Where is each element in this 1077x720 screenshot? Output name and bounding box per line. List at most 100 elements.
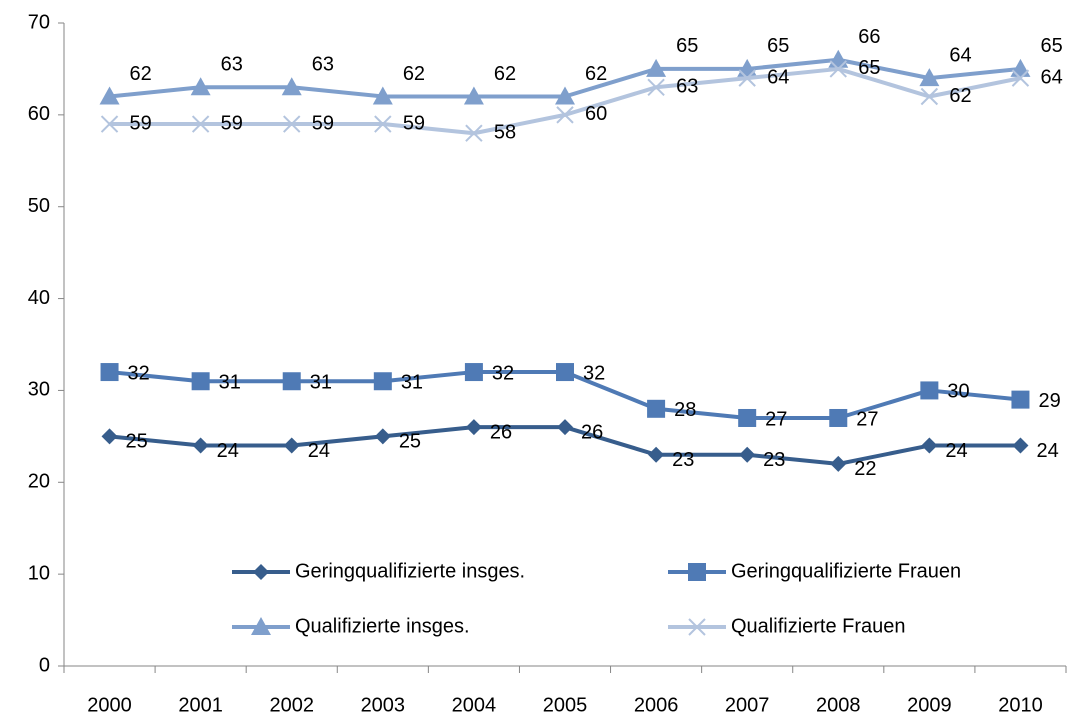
x-tick-label: 2006 [634, 694, 679, 716]
marker [282, 372, 301, 391]
data-label: 24 [308, 440, 330, 462]
legend-label: Qualifizierte Frauen [731, 615, 906, 637]
marker [464, 363, 483, 382]
marker [283, 437, 300, 454]
data-label: 65 [1040, 35, 1062, 57]
x-tick-label: 2004 [452, 694, 497, 716]
y-tick-label: 0 [39, 654, 50, 676]
marker [921, 437, 938, 454]
x-tick-label: 2007 [725, 694, 770, 716]
marker [738, 408, 757, 427]
marker [556, 106, 574, 124]
data-label: 32 [492, 362, 514, 384]
marker [251, 617, 271, 635]
data-label: 25 [126, 431, 148, 453]
x-tick-label: 2005 [543, 694, 588, 716]
y-tick-label: 20 [28, 471, 50, 493]
marker [281, 77, 302, 96]
data-label: 29 [1038, 390, 1060, 412]
marker [688, 563, 706, 581]
marker [374, 428, 391, 445]
marker [557, 419, 573, 436]
marker [920, 381, 939, 400]
marker [647, 399, 666, 418]
marker [688, 618, 706, 636]
data-label: 66 [858, 26, 880, 48]
data-label: 28 [674, 399, 696, 421]
data-label: 65 [676, 35, 698, 57]
data-label: 31 [310, 372, 332, 394]
data-label: 23 [672, 449, 694, 471]
legend-label: Qualifizierte insges. [295, 615, 470, 637]
data-label: 62 [130, 63, 152, 85]
data-label: 24 [217, 440, 239, 462]
marker [465, 124, 483, 142]
marker [374, 115, 392, 133]
data-label: 59 [312, 112, 334, 134]
marker [373, 372, 392, 391]
data-label: 63 [221, 54, 243, 76]
y-tick-label: 50 [28, 195, 50, 217]
marker [646, 58, 667, 77]
legend-label: Geringqualifizierte Frauen [731, 560, 961, 582]
data-label: 32 [583, 362, 605, 384]
y-tick-label: 30 [28, 379, 50, 401]
marker [555, 86, 575, 105]
marker [1011, 390, 1030, 409]
data-label: 62 [585, 63, 607, 85]
data-label: 63 [312, 54, 334, 76]
data-label: 59 [403, 112, 425, 134]
x-tick-label: 2010 [998, 694, 1043, 716]
data-label: 63 [676, 76, 698, 98]
data-label: 27 [856, 408, 878, 430]
y-tick-label: 10 [28, 562, 50, 584]
marker [556, 363, 574, 382]
data-label: 26 [581, 421, 603, 443]
marker [283, 115, 301, 133]
marker [829, 60, 847, 78]
data-label: 23 [763, 449, 785, 471]
x-tick-label: 2000 [87, 694, 132, 716]
data-label: 62 [949, 85, 971, 107]
data-label: 32 [128, 362, 150, 384]
data-label: 24 [945, 440, 967, 462]
x-tick-label: 2009 [907, 694, 952, 716]
marker [647, 78, 665, 97]
marker [100, 115, 119, 133]
marker [919, 68, 940, 87]
marker [190, 77, 211, 96]
y-tick-label: 60 [28, 103, 50, 125]
marker [192, 437, 209, 454]
data-label: 64 [767, 66, 789, 88]
marker [191, 372, 210, 391]
data-label: 26 [490, 421, 512, 443]
marker [739, 446, 756, 463]
data-label: 59 [221, 112, 243, 134]
marker [648, 446, 665, 463]
data-label: 30 [947, 381, 969, 403]
marker [101, 428, 118, 445]
legend-label: Geringqualifizierte insges. [295, 560, 525, 582]
data-label: 22 [854, 458, 876, 480]
y-tick-label: 70 [28, 11, 50, 33]
marker [253, 564, 269, 580]
x-tick-label: 2001 [178, 694, 223, 716]
marker [191, 115, 210, 133]
x-tick-label: 2003 [361, 694, 406, 716]
data-label: 65 [858, 57, 880, 79]
data-label: 64 [949, 44, 971, 66]
data-label: 58 [494, 122, 516, 144]
data-label: 31 [401, 372, 423, 394]
data-label: 25 [399, 431, 421, 453]
data-label: 31 [219, 372, 241, 394]
data-label: 62 [403, 63, 425, 85]
marker [920, 87, 939, 106]
marker [1011, 69, 1030, 87]
x-tick-label: 2002 [269, 694, 314, 716]
marker [830, 455, 847, 472]
data-label: 24 [1036, 440, 1058, 462]
marker [99, 86, 120, 105]
marker [465, 419, 482, 436]
data-label: 64 [1040, 66, 1062, 88]
